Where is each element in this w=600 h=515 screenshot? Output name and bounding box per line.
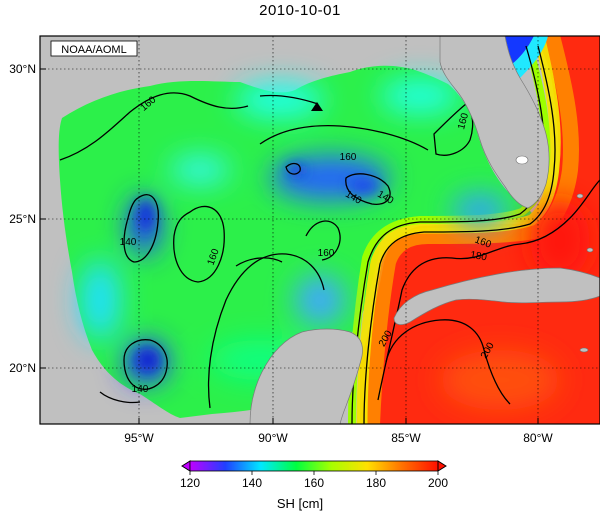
atlantic-cyan-strip [512, 36, 548, 78]
contour-140-c1 [285, 162, 301, 175]
cyan-patch-coast [80, 260, 120, 340]
contour-140-sw [123, 339, 168, 390]
cyan-patch-mid [170, 156, 230, 184]
colorbar-title: SH [cm] [276, 496, 324, 511]
low-eddy-core-c2 [348, 178, 380, 194]
low-eddy-core-sw [136, 348, 160, 372]
florida-land [439, 36, 550, 209]
axis-labels: 30°N 25°N 20°N 95°W 90°W 85°W 80°W [9, 62, 553, 445]
colorbar-label-180: 180 [366, 476, 386, 490]
lon-label-90w: 90°W [258, 431, 288, 445]
contour-180-loop [363, 45, 556, 424]
atlantic-cool-corner [505, 36, 534, 64]
low-eddy-core-w [138, 199, 154, 231]
island-3 [579, 347, 589, 353]
landmasses [249, 36, 600, 424]
gulf-water [58, 65, 535, 419]
colorbar-bar [189, 460, 439, 472]
tick-marks [40, 68, 539, 424]
colorbar-label-140: 140 [242, 476, 262, 490]
cuba-land [393, 267, 600, 325]
contour-label: 160 [456, 111, 471, 130]
lat-label-30n: 30°N [9, 62, 36, 76]
lat-label-25n: 25°N [9, 212, 36, 226]
blue-patch-campeche [295, 275, 345, 325]
contour-label: 160 [318, 248, 335, 259]
map-title: 2010-10-01 [259, 2, 341, 19]
station-marker-triangle [311, 102, 323, 111]
contour-label: 140 [120, 237, 137, 248]
contour-160-w [259, 94, 319, 105]
warm-patch-atlantic [530, 200, 590, 280]
colorbar-label-200: 200 [428, 476, 448, 490]
contour-160-south [207, 253, 325, 409]
contour-160-mid [305, 220, 341, 261]
contour-label: 160 [340, 152, 357, 163]
cyan-patch-northeast [380, 78, 460, 114]
low-eddy-central [270, 156, 390, 200]
low-eddy-florida [452, 194, 508, 226]
contour-label: 180 [469, 250, 488, 264]
lat-label-20n: 20°N [9, 361, 36, 375]
lon-label-85w: 85°W [391, 431, 421, 445]
lon-label-80w: 80°W [523, 431, 553, 445]
contour-140-south-right [99, 391, 141, 404]
colorbar: 120 140 160 180 200 [180, 460, 448, 490]
cyan-patch-north [235, 82, 325, 118]
warm-patch-caribbean [440, 350, 560, 410]
credit-box [50, 40, 138, 57]
colorbar-max-arrow [437, 460, 447, 472]
colorbar-label-120: 120 [180, 476, 200, 490]
contour-160-center [173, 205, 225, 283]
island-2 [586, 247, 594, 253]
colorbar-ticks [189, 471, 439, 475]
contour-160-e [433, 103, 474, 156]
yucatan-land [249, 328, 363, 424]
credit-label: NOAA/AOML [61, 44, 126, 56]
contour-160-gulf-east [259, 124, 429, 151]
contour-200-eddy [385, 319, 511, 405]
small-islands [515, 155, 594, 353]
island-1 [576, 193, 584, 199]
contour-label: 140 [132, 384, 149, 395]
front-orange [364, 36, 580, 424]
lake-okeechobee [515, 155, 529, 165]
contour-160-se [235, 257, 283, 267]
colorbar-label-160: 160 [304, 476, 324, 490]
graticule [40, 36, 600, 424]
contour-160-north [59, 92, 249, 161]
map-frame [39, 35, 600, 425]
lon-label-95w: 95°W [124, 431, 154, 445]
contour-140-w [123, 194, 159, 263]
colorbar-min-arrow [181, 460, 191, 472]
contour-140-c2 [345, 173, 391, 205]
